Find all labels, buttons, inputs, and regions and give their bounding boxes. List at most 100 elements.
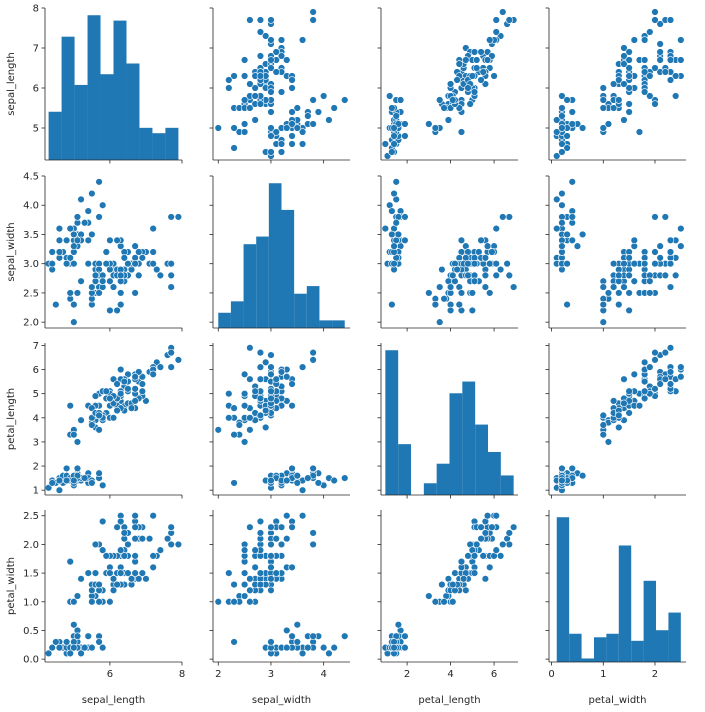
scatter-point xyxy=(630,236,639,245)
y-tick-label: 3.0 xyxy=(23,259,39,270)
scatter-point xyxy=(388,148,396,156)
scatter-point xyxy=(267,523,275,531)
scatter-point xyxy=(309,540,317,549)
scatter-point xyxy=(505,271,514,280)
scatter-point xyxy=(677,242,685,250)
scatter-point xyxy=(124,569,132,577)
scatter-point xyxy=(120,529,129,537)
x-tick-label: 6 xyxy=(107,669,113,680)
scatter-point xyxy=(486,259,494,268)
hist-bar xyxy=(126,63,140,160)
scatter-point xyxy=(640,377,649,386)
scatter-point xyxy=(66,402,74,410)
scatter-point xyxy=(277,540,286,549)
scatter-point xyxy=(88,643,96,652)
scatter-point xyxy=(646,28,654,36)
scatter-point xyxy=(131,373,139,381)
scatter-point xyxy=(73,213,82,221)
scatter-point xyxy=(341,96,349,104)
scatter-point xyxy=(149,552,157,560)
hist-bar xyxy=(643,580,657,662)
scatter-point xyxy=(599,300,607,309)
scatter-point xyxy=(483,56,492,64)
scatter-point xyxy=(392,112,400,120)
scatter-point xyxy=(117,389,125,398)
scatter-point xyxy=(55,224,64,233)
scatter-point xyxy=(661,348,670,357)
scatter-point xyxy=(256,363,265,371)
scatter-point xyxy=(620,80,628,88)
x-tick-label: 1 xyxy=(600,669,606,680)
scatter-point xyxy=(468,306,477,315)
panel-sepal_length-vs-petal_width xyxy=(545,7,686,164)
scatter-point xyxy=(661,68,670,76)
y-tick-label: 6 xyxy=(33,84,39,95)
y-tick-label: 4.5 xyxy=(23,172,39,183)
scatter-point xyxy=(277,368,286,376)
panel-petal_length-vs-sepal_width xyxy=(209,343,350,499)
scatter-point xyxy=(490,72,498,80)
scatter-point xyxy=(55,476,64,485)
scatter-point xyxy=(558,104,566,112)
scatter-point xyxy=(656,20,664,28)
scatter-point xyxy=(298,486,307,494)
scatter-point xyxy=(477,76,485,84)
scatter-point xyxy=(630,259,639,268)
scatter-point xyxy=(625,271,633,280)
scatter-point xyxy=(481,283,490,291)
scatter-point xyxy=(288,120,296,128)
scatter-point xyxy=(431,598,440,606)
scatter-point xyxy=(661,375,670,383)
scatter-point xyxy=(95,178,103,186)
scatter-point xyxy=(578,471,587,480)
scatter-point xyxy=(156,271,165,280)
scatter-point xyxy=(117,365,125,374)
y-tick-label: 1 xyxy=(33,486,39,497)
scatter-point xyxy=(167,283,175,291)
scatter-point xyxy=(62,236,71,245)
scatter-point xyxy=(620,116,628,124)
scatter-point xyxy=(392,219,400,227)
scatter-point xyxy=(656,48,664,56)
scatter-point xyxy=(492,271,500,280)
scatter-point xyxy=(468,72,477,80)
scatter-point xyxy=(483,242,492,250)
hist-bar xyxy=(436,463,450,495)
scatter-point xyxy=(91,271,100,280)
scatter-point xyxy=(666,368,675,376)
hist-bar xyxy=(462,381,476,495)
scatter-point xyxy=(392,178,400,186)
scatter-point xyxy=(492,546,500,554)
hist-bar xyxy=(487,451,501,495)
scatter-point xyxy=(55,236,64,245)
scatter-point xyxy=(230,638,238,646)
scatter-point xyxy=(256,72,265,80)
scatter-point xyxy=(272,128,280,136)
scatter-point xyxy=(298,512,307,520)
panel-petal_width-vs-petal_length: 2 4 6 xyxy=(377,510,518,680)
scatter-point xyxy=(267,476,275,485)
scatter-point xyxy=(470,48,479,56)
scatter-point xyxy=(267,56,275,64)
scatter-point xyxy=(558,189,566,198)
scatter-point xyxy=(240,56,249,64)
scatter-point xyxy=(330,643,338,652)
scatter-point xyxy=(240,120,249,128)
scatter-point xyxy=(599,104,607,112)
scatter-point xyxy=(640,56,649,64)
scatter-point xyxy=(124,259,132,268)
scatter-point xyxy=(468,289,477,297)
scatter-point xyxy=(319,643,328,652)
hist-bar xyxy=(139,127,153,160)
scatter-point xyxy=(499,213,507,221)
scatter-point xyxy=(52,300,60,309)
hist-bar xyxy=(581,658,594,662)
scatter-point xyxy=(568,108,576,116)
scatter-point xyxy=(225,76,233,84)
scatter-point xyxy=(656,56,664,64)
scatter-point xyxy=(615,76,623,84)
scatter-point xyxy=(240,128,249,136)
scatter-point xyxy=(272,534,280,543)
scatter-point xyxy=(558,124,566,132)
